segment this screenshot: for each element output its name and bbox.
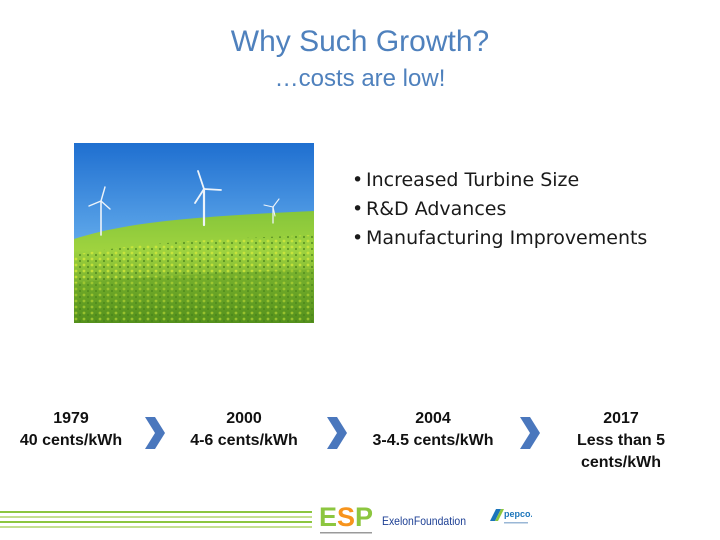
footer-divider [0, 516, 312, 518]
chevron-right-icon [520, 417, 540, 449]
bullet-item: Manufacturing Improvements [352, 224, 647, 253]
footer-divider [0, 511, 312, 513]
slide-subtitle: …costs are low! [274, 65, 446, 92]
bullet-item: R&D Advances [352, 195, 647, 224]
timeline-cost: 4-6 cents/kWh [190, 432, 298, 449]
pepco-logo: pepco. [490, 509, 532, 524]
bullet-list: Increased Turbine Size R&D Advances Manu… [352, 166, 647, 253]
svg-text:P: P [355, 502, 373, 532]
timeline-year: 1979 [53, 410, 89, 427]
esp-logo: E S P [319, 502, 373, 534]
timeline-year: 2017 [603, 410, 639, 427]
svg-text:ExelonFoundation: ExelonFoundation [382, 514, 466, 528]
timeline-item-1979: 1979 40 cents/kWh [2, 408, 140, 452]
timeline-cost: 40 cents/kWh [19, 432, 123, 449]
timeline-item-2000: 2000 4-6 cents/kWh [176, 408, 312, 452]
svg-text:S: S [337, 502, 355, 532]
footer-divider [0, 526, 312, 528]
timeline-cost: Less than 5 cents/kWh [576, 432, 666, 471]
svg-text:E: E [319, 502, 337, 532]
svg-text:pepco.: pepco. [504, 509, 532, 519]
timeline-year: 2004 [415, 410, 451, 427]
slide-title: Why Such Growth? [230, 25, 490, 58]
bullet-item: Increased Turbine Size [352, 166, 647, 195]
footer-divider [0, 521, 312, 523]
wind-turbine-field-photo [74, 143, 314, 323]
timeline-cost: 3-4.5 cents/kWh [372, 432, 494, 449]
chevron-right-icon [145, 417, 165, 449]
timeline-year: 2000 [226, 410, 262, 427]
exelon-foundation-logo: ExelonFoundation [382, 514, 466, 528]
chevron-right-icon [327, 417, 347, 449]
timeline-item-2017: 2017 Less than 5 cents/kWh [560, 408, 682, 474]
timeline-item-2004: 2004 3-4.5 cents/kWh [358, 408, 508, 452]
